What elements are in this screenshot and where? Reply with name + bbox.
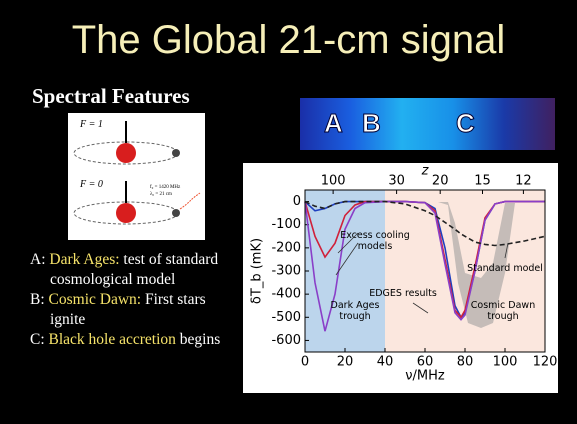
- annotation-line: Cosmic Dawn: [471, 300, 535, 311]
- x-tick-label: 80: [457, 355, 474, 370]
- feature-name: Black hole accretion: [49, 331, 176, 348]
- proton: [116, 203, 136, 223]
- annotation-line: Dark Ages: [331, 300, 380, 311]
- x-tick-label: 20: [337, 355, 354, 370]
- top-tick-label: 12: [515, 174, 532, 189]
- strip-label: A: [324, 108, 343, 139]
- transition-label: Spin-Flip: [146, 212, 170, 218]
- top-tick-label: 20: [432, 174, 449, 189]
- feature-list: A: Dark Ages: test of standard cosmologi…: [30, 250, 235, 350]
- annotation-line: Excess cooling: [340, 230, 410, 241]
- slide-subtitle: Spectral Features: [32, 84, 190, 109]
- annotation-line: trough: [487, 311, 518, 322]
- top-tick-label: 100: [321, 174, 346, 189]
- y-tick-label: -100: [271, 217, 301, 232]
- x-axis-label: ν/MHz: [405, 369, 445, 384]
- feature-name: Cosmic Dawn:: [49, 291, 142, 308]
- y-tick-label: -400: [271, 287, 301, 302]
- y-tick-label: -600: [271, 333, 301, 348]
- chart: 0 20 40 60 80 100 120 0 -100 -200 -300 -400 -500 -600…: [243, 163, 558, 393]
- top-axis-label: z: [421, 164, 430, 179]
- feature-text: begins: [180, 331, 220, 348]
- electron: [172, 149, 180, 157]
- slide-title: The Global 21-cm signal: [0, 18, 577, 63]
- feature-item: A: Dark Ages: test of standard cosmologi…: [30, 250, 235, 290]
- feature-key: A:: [30, 251, 46, 268]
- strip-label: B: [362, 108, 381, 139]
- feature-item: C: Black hole accretion begins: [30, 330, 235, 350]
- x-tick-label: 40: [377, 355, 394, 370]
- y-tick-label: -300: [271, 264, 301, 279]
- y-tick-label: 0: [293, 194, 301, 209]
- state-label: F = 1: [79, 119, 103, 130]
- annotation: Standard model: [467, 263, 543, 274]
- annotation-line: Standard model: [467, 263, 543, 274]
- x-tick-label: 0: [301, 355, 309, 370]
- shaded-region: [305, 190, 385, 352]
- top-tick-label: 15: [474, 174, 491, 189]
- top-tick-label: 30: [388, 174, 405, 189]
- x-tick-label: 100: [493, 355, 518, 370]
- annotation: EDGES results: [369, 288, 437, 299]
- wavelength-label: λ₀ = 21 cm: [150, 192, 172, 197]
- y-axis-label: δT_b (mK): [250, 238, 265, 304]
- hyperfine-diagram: F = 1 F = 0 f₀ = 1420 MHz λ₀ = 21 cm Spi…: [68, 113, 205, 240]
- slide: The Global 21-cm signal Spectral Feature…: [0, 0, 577, 424]
- proton: [116, 143, 136, 163]
- annotation-line: trough: [339, 311, 370, 322]
- frequency-label: f₀ = 1420 MHz: [150, 185, 181, 190]
- feature-key: B:: [30, 291, 45, 308]
- y-tick-label: -200: [271, 240, 301, 255]
- electron: [172, 209, 180, 217]
- spectrum-strip: A B C: [300, 98, 555, 150]
- feature-key: C:: [30, 331, 45, 348]
- annotation-line: models: [358, 241, 393, 252]
- state-label: F = 0: [79, 179, 103, 190]
- strip-label: C: [456, 108, 475, 139]
- annotation-line: EDGES results: [369, 288, 437, 299]
- x-tick-label: 120: [533, 355, 558, 370]
- y-tick-label: -500: [271, 310, 301, 325]
- feature-name: Dark Ages:: [49, 251, 119, 268]
- x-tick-label: 60: [417, 355, 434, 370]
- feature-item: B: Cosmic Dawn: First stars ignite: [30, 290, 235, 330]
